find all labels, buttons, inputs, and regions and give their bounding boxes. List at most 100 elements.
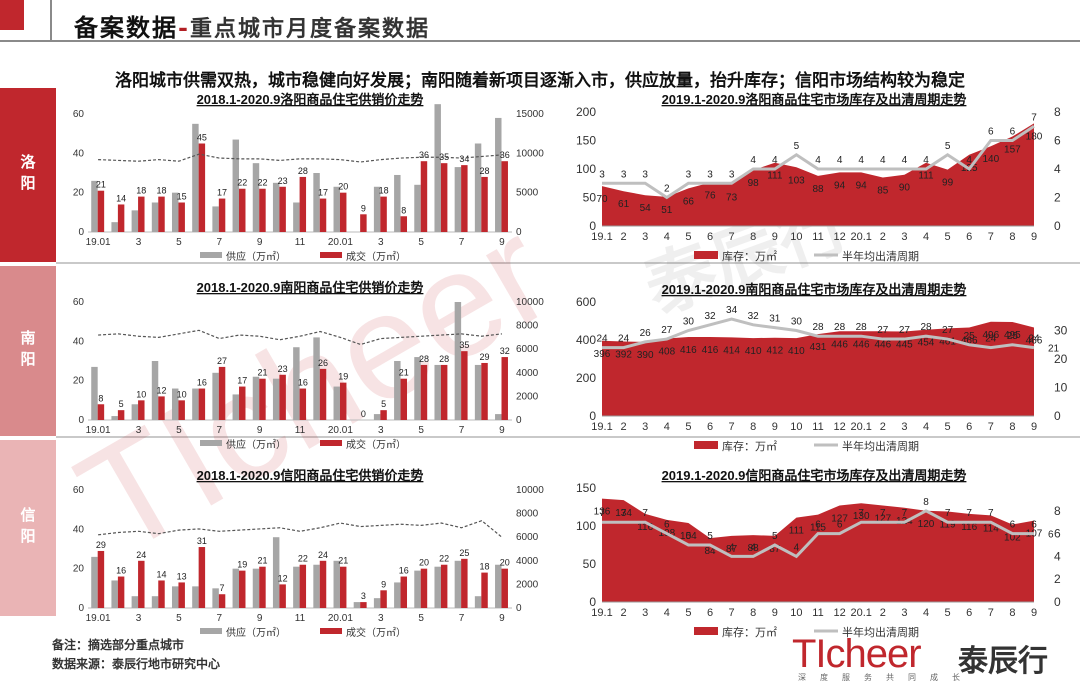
y-tick-label-right: 8 xyxy=(1054,504,1061,518)
x-tick-label: 9 xyxy=(257,237,263,248)
y-tick-label-left: 400 xyxy=(576,333,596,347)
y-tick-label-left: 100 xyxy=(576,162,596,176)
legend-swatch-inventory xyxy=(694,627,718,635)
deal-bar xyxy=(380,196,387,232)
deal-data-label: 21 xyxy=(257,556,267,566)
y-tick-label-right: 2 xyxy=(1054,191,1061,205)
inventory-area xyxy=(602,321,1034,416)
deal-bar xyxy=(440,364,448,420)
deal-data-label: 28 xyxy=(439,354,449,364)
x-tick-label: 7 xyxy=(729,231,735,243)
deal-data-label: 9 xyxy=(361,203,366,213)
inventory-data-label: 445 xyxy=(896,339,913,350)
x-tick-label: 3 xyxy=(901,421,907,433)
cycle-data-label: 6 xyxy=(1010,127,1016,138)
cycle-data-label: 4 xyxy=(923,155,929,166)
deal-bar xyxy=(339,192,347,232)
brand-logo-cn: 泰辰行 xyxy=(958,644,1048,679)
inventory-data-label: 61 xyxy=(618,199,630,210)
cycle-data-label: 32 xyxy=(748,311,760,322)
supply-bar xyxy=(333,560,340,608)
page-title-main: 备案数据 xyxy=(74,13,178,42)
clearance-cycle-line xyxy=(602,317,1035,350)
inventory-data-label: 94 xyxy=(856,180,868,191)
deal-bar xyxy=(360,214,367,232)
deal-data-label: 28 xyxy=(298,166,308,176)
cycle-data-label: 24 xyxy=(618,334,630,345)
inventory-data-label: 390 xyxy=(637,350,654,361)
deal-bar xyxy=(360,602,367,608)
supply-bar xyxy=(192,123,199,232)
xinyang-inventory-chart: 2019.1-2020.9信阳商品住宅市场库存及出清周期走势 0 50 100 150 0… xyxy=(576,468,1061,639)
inventory-data-label: 431 xyxy=(810,342,827,353)
legend-swatch-supply xyxy=(200,252,222,258)
nanyang-inventory-chart: 2019.1-2020.9南阳商品住宅市场库存及出清周期走势0200400600… xyxy=(576,282,1068,453)
chart-title: 2019.1-2020.9信阳商品住宅市场库存及出清周期走势 xyxy=(662,468,967,483)
supply-bar xyxy=(232,568,240,608)
inventory-data-label: 495 xyxy=(1004,330,1021,341)
cycle-data-label: 24 xyxy=(1028,334,1040,345)
deal-bar xyxy=(279,374,286,420)
deal-bar xyxy=(178,400,185,420)
supply-bar xyxy=(111,580,118,608)
deal-bar xyxy=(400,216,408,232)
inventory-data-label: 94 xyxy=(834,180,846,191)
cycle-data-label: 3 xyxy=(642,169,648,180)
legend-swatch-supply xyxy=(200,440,222,446)
supply-bar xyxy=(434,364,441,420)
deal-data-label: 8 xyxy=(401,205,406,215)
chart-title: 2018.1-2020.9南阳商品住宅供销价走势 xyxy=(197,280,424,295)
y-tick-label-right: 8 xyxy=(1054,105,1061,119)
inventory-data-label: 416 xyxy=(702,345,719,356)
y-tick-label-left: 0 xyxy=(589,409,596,423)
cycle-data-label: 27 xyxy=(877,325,889,336)
x-tick-label: 3 xyxy=(378,237,384,248)
cycle-data-label: 7 xyxy=(880,508,886,519)
inventory-data-label: 84 xyxy=(704,546,716,557)
y-tick-label-right: 0 xyxy=(516,415,522,426)
inventory-data-label: 88 xyxy=(748,543,760,554)
deal-bar xyxy=(178,582,185,608)
x-tick-label: 5 xyxy=(945,231,951,243)
supply-bar xyxy=(394,582,401,608)
supply-bar xyxy=(111,416,118,420)
y-tick-label-left: 40 xyxy=(73,148,85,159)
x-tick-label: 19.01 xyxy=(86,425,111,436)
deal-data-label: 26 xyxy=(318,358,328,368)
x-tick-label: 5 xyxy=(418,237,424,248)
supply-bar xyxy=(293,566,300,608)
x-tick-label: 10 xyxy=(790,607,802,619)
x-tick-label: 7 xyxy=(216,425,222,436)
cycle-data-label: 6 xyxy=(1010,520,1016,531)
supply-bar xyxy=(131,404,139,420)
deal-bar xyxy=(339,566,347,608)
cycle-data-label: 24 xyxy=(985,334,997,345)
cycle-data-label: 4 xyxy=(815,155,821,166)
inventory-data-label: 130 xyxy=(853,511,870,522)
page-title: 备案数据-重点城市月度备案数据 xyxy=(74,8,430,43)
deal-bar xyxy=(501,161,508,232)
x-tick-label: 20.01 xyxy=(328,613,353,624)
x-tick-label: 6 xyxy=(707,421,713,433)
x-tick-label: 6 xyxy=(966,231,972,243)
supply-bar xyxy=(495,564,502,608)
cycle-data-label: 7 xyxy=(945,508,951,519)
x-tick-label: 7 xyxy=(988,231,994,243)
deal-data-label: 8 xyxy=(98,393,103,403)
y-tick-label-left: 50 xyxy=(583,191,597,205)
deal-bar xyxy=(259,378,266,420)
deal-bar xyxy=(239,570,246,608)
deal-data-label: 24 xyxy=(136,550,146,560)
header-divider xyxy=(52,40,1080,42)
deal-bar xyxy=(138,196,145,232)
deal-bar xyxy=(279,186,286,232)
x-tick-label: 7 xyxy=(216,237,222,248)
x-tick-label: 20.1 xyxy=(850,231,871,243)
cycle-data-label: 7 xyxy=(858,508,864,519)
y-tick-label-right: 6000 xyxy=(516,532,539,543)
cycle-data-label: 24 xyxy=(596,334,608,345)
deal-data-label: 28 xyxy=(480,166,490,176)
y-tick-label-left: 20 xyxy=(73,376,85,387)
deal-bar xyxy=(218,594,226,608)
x-tick-label: 9 xyxy=(1031,607,1037,619)
